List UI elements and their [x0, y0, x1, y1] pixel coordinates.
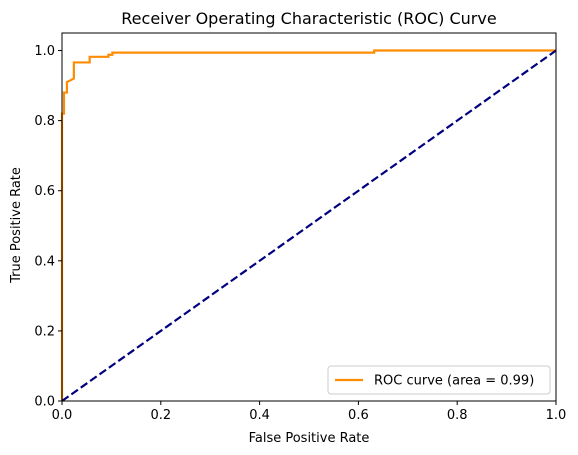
- y-tick-label: 0.2: [34, 324, 55, 339]
- diagonal-reference-line: [61, 49, 557, 402]
- y-axis-label: True Positive Rate: [9, 167, 24, 284]
- x-axis-label: False Positive Rate: [249, 431, 370, 446]
- x-tick-label: 1.0: [546, 408, 567, 423]
- x-tick-label: 0.2: [150, 408, 171, 423]
- x-tick-label: 0.4: [249, 408, 270, 423]
- legend-label-roc-curve: ROC curve (area = 0.99): [374, 374, 534, 389]
- y-tick-label: 0.6: [34, 184, 55, 199]
- chart-title: Receiver Operating Characteristic (ROC) …: [121, 9, 496, 28]
- y-tick-label: 0.8: [34, 114, 55, 129]
- axes-frame: [61, 32, 557, 402]
- y-axis-ticks: 0.0 0.2 0.4 0.6 0.8 1.0: [34, 44, 62, 410]
- y-tick-label: 0.0: [34, 395, 55, 410]
- y-tick-label: 1.0: [34, 44, 55, 59]
- legend-box: [327, 365, 551, 395]
- x-axis-ticks: 0.0 0.2 0.4 0.6 0.8 1.0: [52, 401, 567, 423]
- plot-area: [60, 32, 557, 402]
- y-tick-label: 0.4: [34, 254, 55, 269]
- roc-curve-line: [60, 49, 556, 401]
- x-tick-label: 0.0: [52, 408, 73, 423]
- x-tick-label: 0.8: [447, 408, 468, 423]
- legend: ROC curve (area = 0.99): [327, 365, 551, 395]
- x-tick-label: 0.6: [348, 408, 369, 423]
